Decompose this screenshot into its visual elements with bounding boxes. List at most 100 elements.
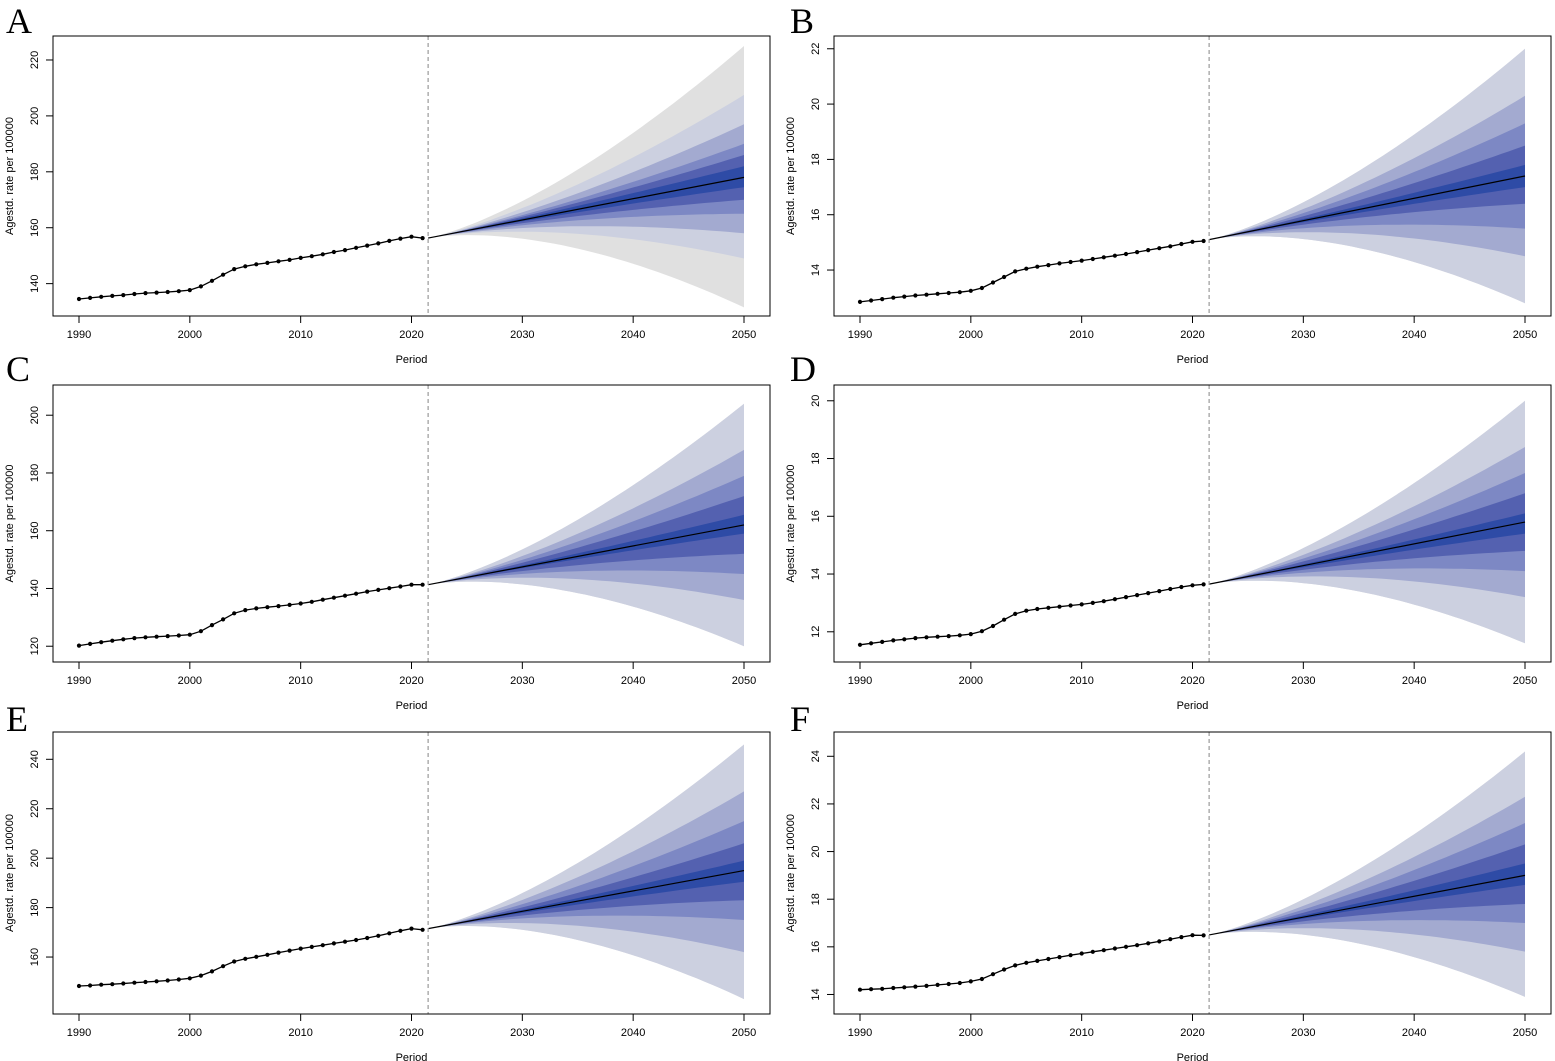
- panel-letter: C: [6, 349, 30, 389]
- observed-point: [1135, 943, 1140, 948]
- observed-point: [232, 267, 237, 272]
- panel-letter: D: [790, 349, 816, 389]
- observed-point: [935, 982, 940, 988]
- y-tick-label: 180: [29, 464, 41, 482]
- observed-point: [857, 299, 863, 304]
- x-tick-label: 2020: [399, 1027, 423, 1039]
- observed-point: [143, 979, 148, 985]
- y-tick-label: 160: [29, 219, 41, 237]
- x-tick-label: 2010: [1069, 329, 1093, 341]
- observed-point: [946, 290, 951, 296]
- x-tick-label: 2030: [1291, 1027, 1315, 1039]
- x-tick-label: 1990: [67, 1027, 91, 1039]
- x-tick-label: 2000: [178, 329, 202, 341]
- observed-point: [243, 264, 248, 269]
- observed-point: [254, 262, 259, 267]
- y-tick-label: 240: [29, 750, 41, 768]
- observed-point: [1002, 274, 1007, 280]
- observed-point: [354, 591, 359, 596]
- forecast-mean-line: [428, 524, 745, 586]
- x-tick-label: 2020: [1180, 675, 1204, 687]
- observed-point: [1157, 246, 1162, 251]
- x-tick-label: 2000: [959, 329, 983, 341]
- x-tick-label: 2000: [959, 1027, 983, 1039]
- observed-point: [76, 296, 82, 302]
- observed-point: [143, 635, 148, 640]
- y-axis-title: Agestd. rate per 100000: [4, 464, 16, 582]
- observed-point: [143, 291, 148, 296]
- observed-point: [365, 935, 370, 941]
- panel-F: F 1990 2000 2010 2020 2030 2040 2050 Period 14 16 1…: [785, 699, 1552, 1061]
- observed-point: [398, 584, 403, 589]
- observed-point: [1101, 948, 1106, 953]
- forecast-mean-line: [1209, 175, 1526, 241]
- observed-point: [265, 605, 270, 610]
- observed-point: [309, 944, 314, 950]
- observed-point: [1068, 953, 1073, 958]
- x-tick-label: 1990: [848, 675, 872, 687]
- observed-point: [221, 272, 226, 277]
- panel-B: B 1990 2000 2010 2020 2030 2040 2050 Period 14 16 1…: [785, 1, 1552, 366]
- x-tick-label: 2000: [178, 1027, 202, 1039]
- observed-point: [320, 597, 325, 602]
- observed-point: [209, 969, 215, 974]
- y-tick-label: 220: [29, 800, 41, 818]
- x-tick-label: 2010: [288, 675, 312, 687]
- observed-point: [342, 593, 348, 598]
- x-axis-title: Period: [1177, 700, 1209, 712]
- observed-point: [957, 980, 962, 986]
- y-tick-label: 180: [29, 898, 41, 916]
- x-tick-label: 2020: [399, 675, 423, 687]
- observed-point: [957, 633, 962, 638]
- forecast-mean-line: [428, 869, 745, 930]
- observed-point: [1101, 255, 1106, 260]
- y-tick-label: 180: [29, 163, 41, 181]
- observed-point: [891, 295, 896, 300]
- y-tick-label: 120: [29, 637, 41, 655]
- x-tick-label: 1990: [848, 329, 872, 341]
- x-tick-label: 2050: [732, 1027, 756, 1039]
- observed-point: [924, 292, 929, 297]
- observed-point: [1046, 605, 1051, 610]
- x-tick-label: 2040: [1402, 1027, 1426, 1039]
- observed-point: [979, 285, 985, 291]
- observed-point: [265, 260, 270, 265]
- panel-letter: F: [790, 699, 810, 739]
- observed-point: [1112, 253, 1117, 258]
- x-tick-label: 1990: [67, 329, 91, 341]
- observed-point: [924, 635, 929, 640]
- y-tick-label: 12: [810, 626, 822, 638]
- observed-point: [254, 606, 259, 611]
- observed-point: [198, 284, 203, 289]
- x-tick-label: 1990: [848, 1027, 872, 1039]
- panel-D: D 1990 2000 2010 2020 2030 2040 2050 Period 12 14 1…: [785, 349, 1552, 712]
- observed-point: [1135, 250, 1140, 255]
- x-tick-label: 2010: [288, 1027, 312, 1039]
- observed-point: [1168, 244, 1173, 249]
- x-tick-label: 2020: [1180, 329, 1204, 341]
- y-tick-label: 140: [29, 579, 41, 597]
- observed-point: [287, 257, 292, 262]
- observed-point: [946, 981, 951, 987]
- y-axis-title: Agestd. rate per 100000: [785, 814, 797, 932]
- observed-point: [132, 636, 137, 641]
- x-tick-label: 2020: [1180, 1027, 1204, 1039]
- observed-point: [342, 248, 348, 253]
- observed-point: [287, 602, 292, 608]
- observed-point: [1035, 264, 1040, 269]
- observed-point: [99, 982, 104, 987]
- y-axis-title: Agestd. rate per 100000: [785, 117, 797, 235]
- observed-point: [176, 633, 181, 638]
- observed-point: [165, 978, 170, 983]
- x-tick-label: 2000: [959, 675, 983, 687]
- observed-point: [276, 950, 281, 955]
- observed-point: [298, 946, 303, 951]
- observed-point: [176, 977, 181, 982]
- observed-point: [857, 987, 863, 992]
- x-tick-label: 2050: [732, 329, 756, 341]
- observed-point: [121, 637, 126, 642]
- observed-point: [902, 294, 907, 299]
- y-tick-label: 16: [810, 941, 822, 953]
- observed-point: [1090, 256, 1095, 262]
- observed-point: [957, 290, 962, 295]
